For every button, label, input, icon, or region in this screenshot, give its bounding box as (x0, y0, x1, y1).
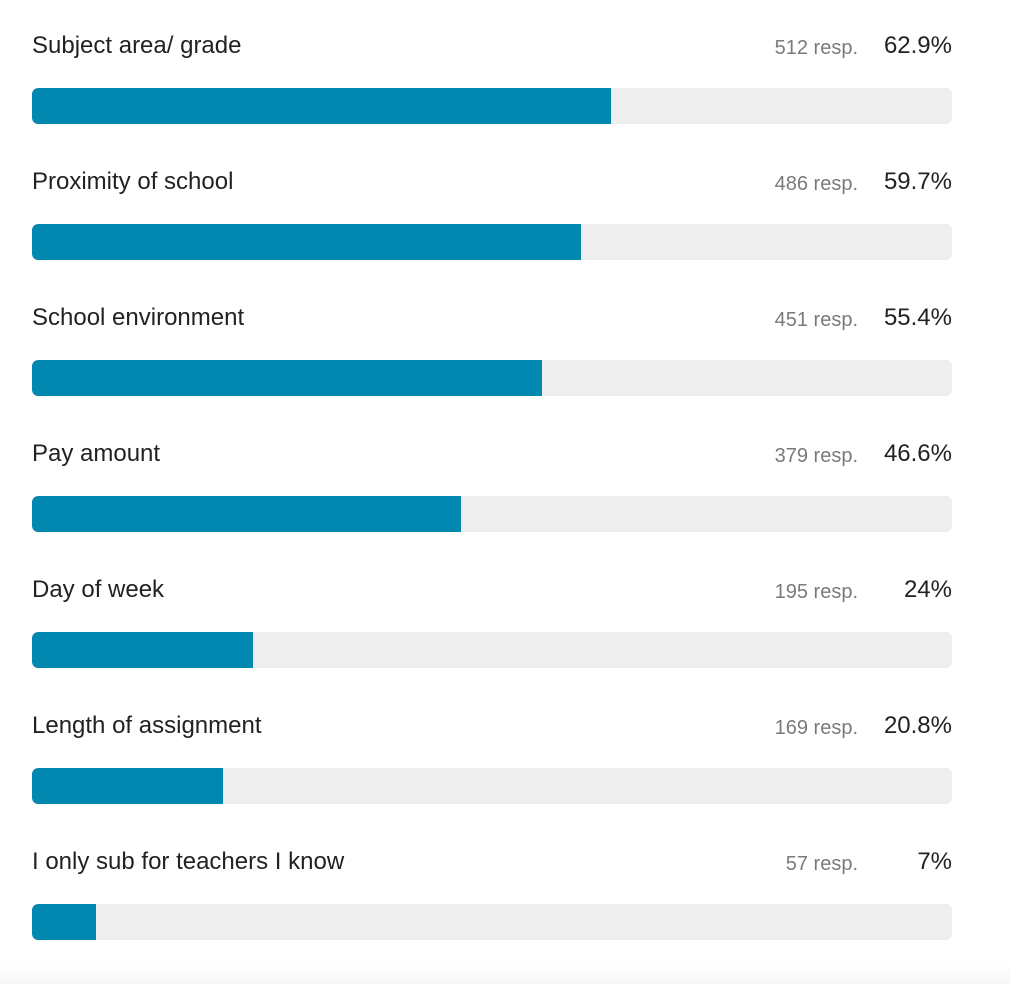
bar-row: Length of assignment 169 resp. 20.8% (32, 708, 952, 844)
response-count: 379 resp. (774, 445, 858, 467)
percent-value: 46.6% (883, 440, 952, 467)
category-label: Length of assignment (32, 712, 262, 739)
percent-value: 20.8% (883, 712, 952, 739)
bar-fill (32, 88, 611, 124)
bar-row-header: Proximity of school 486 resp. 59.7% (32, 164, 952, 202)
bar-row-header: Day of week 195 resp. 24% (32, 572, 952, 610)
bar-row-header: Pay amount 379 resp. 46.6% (32, 436, 952, 474)
category-label: Subject area/ grade (32, 32, 242, 59)
bar-fill (32, 496, 461, 532)
bar-track (32, 88, 952, 124)
category-label: School environment (32, 304, 245, 331)
percent-value: 7% (917, 848, 952, 875)
bar-track (32, 632, 952, 668)
bar-track (32, 360, 952, 396)
response-count: 512 resp. (774, 37, 858, 59)
bar-row: School environment 451 resp. 55.4% (32, 300, 952, 436)
percent-value: 62.9% (883, 32, 952, 59)
bar-fill (32, 904, 96, 940)
bar-row: Day of week 195 resp. 24% (32, 572, 952, 708)
category-label: Proximity of school (32, 168, 234, 195)
bar-fill (32, 360, 542, 396)
bar-fill (32, 768, 223, 804)
bar-track (32, 496, 952, 532)
bottom-edge (0, 962, 1010, 984)
response-bar-list: Subject area/ grade 512 resp. 62.9% Proximi… (32, 28, 952, 980)
percent-value: 59.7% (883, 168, 952, 195)
percent-value: 24% (903, 576, 952, 603)
bar-row: Pay amount 379 resp. 46.6% (32, 436, 952, 572)
bar-row-header: School environment 451 resp. 55.4% (32, 300, 952, 338)
category-label: I only sub for teachers I know (32, 848, 345, 875)
bar-track (32, 224, 952, 260)
bar-fill (32, 224, 581, 260)
category-label: Pay amount (32, 440, 161, 467)
response-count: 486 resp. (774, 173, 858, 195)
bar-row: Proximity of school 486 resp. 59.7% (32, 164, 952, 300)
bar-row: I only sub for teachers I know 57 resp. 7% (32, 844, 952, 980)
response-count: 451 resp. (774, 309, 858, 331)
response-count: 195 resp. (774, 581, 858, 603)
bar-row-header: I only sub for teachers I know 57 resp. 7% (32, 844, 952, 882)
category-label: Day of week (32, 576, 165, 603)
percent-value: 55.4% (883, 304, 952, 331)
bar-row-header: Subject area/ grade 512 resp. 62.9% (32, 28, 952, 66)
bar-track (32, 904, 952, 940)
bar-fill (32, 632, 253, 668)
response-count: 57 resp. (785, 853, 858, 875)
bar-row-header: Length of assignment 169 resp. 20.8% (32, 708, 952, 746)
bar-track (32, 768, 952, 804)
bar-row: Subject area/ grade 512 resp. 62.9% (32, 28, 952, 164)
response-count: 169 resp. (774, 717, 858, 739)
